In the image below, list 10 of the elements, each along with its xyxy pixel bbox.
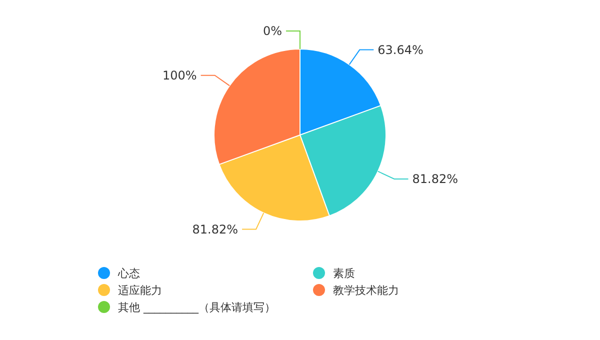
data-label: 63.64% xyxy=(378,42,424,57)
data-label: 100% xyxy=(162,68,197,82)
data-label: 81.82% xyxy=(192,222,238,236)
legend-label: 适应能力 xyxy=(118,284,162,297)
text: 0% xyxy=(262,24,282,38)
legend-label: 心态 xyxy=(117,267,140,280)
legend-label: 教学技术能力 xyxy=(333,284,399,297)
data-label: 81.82% xyxy=(412,172,458,186)
legend-label: 素质 xyxy=(333,267,355,280)
legend-label: 其他 __________（具体请填写） xyxy=(118,301,276,314)
